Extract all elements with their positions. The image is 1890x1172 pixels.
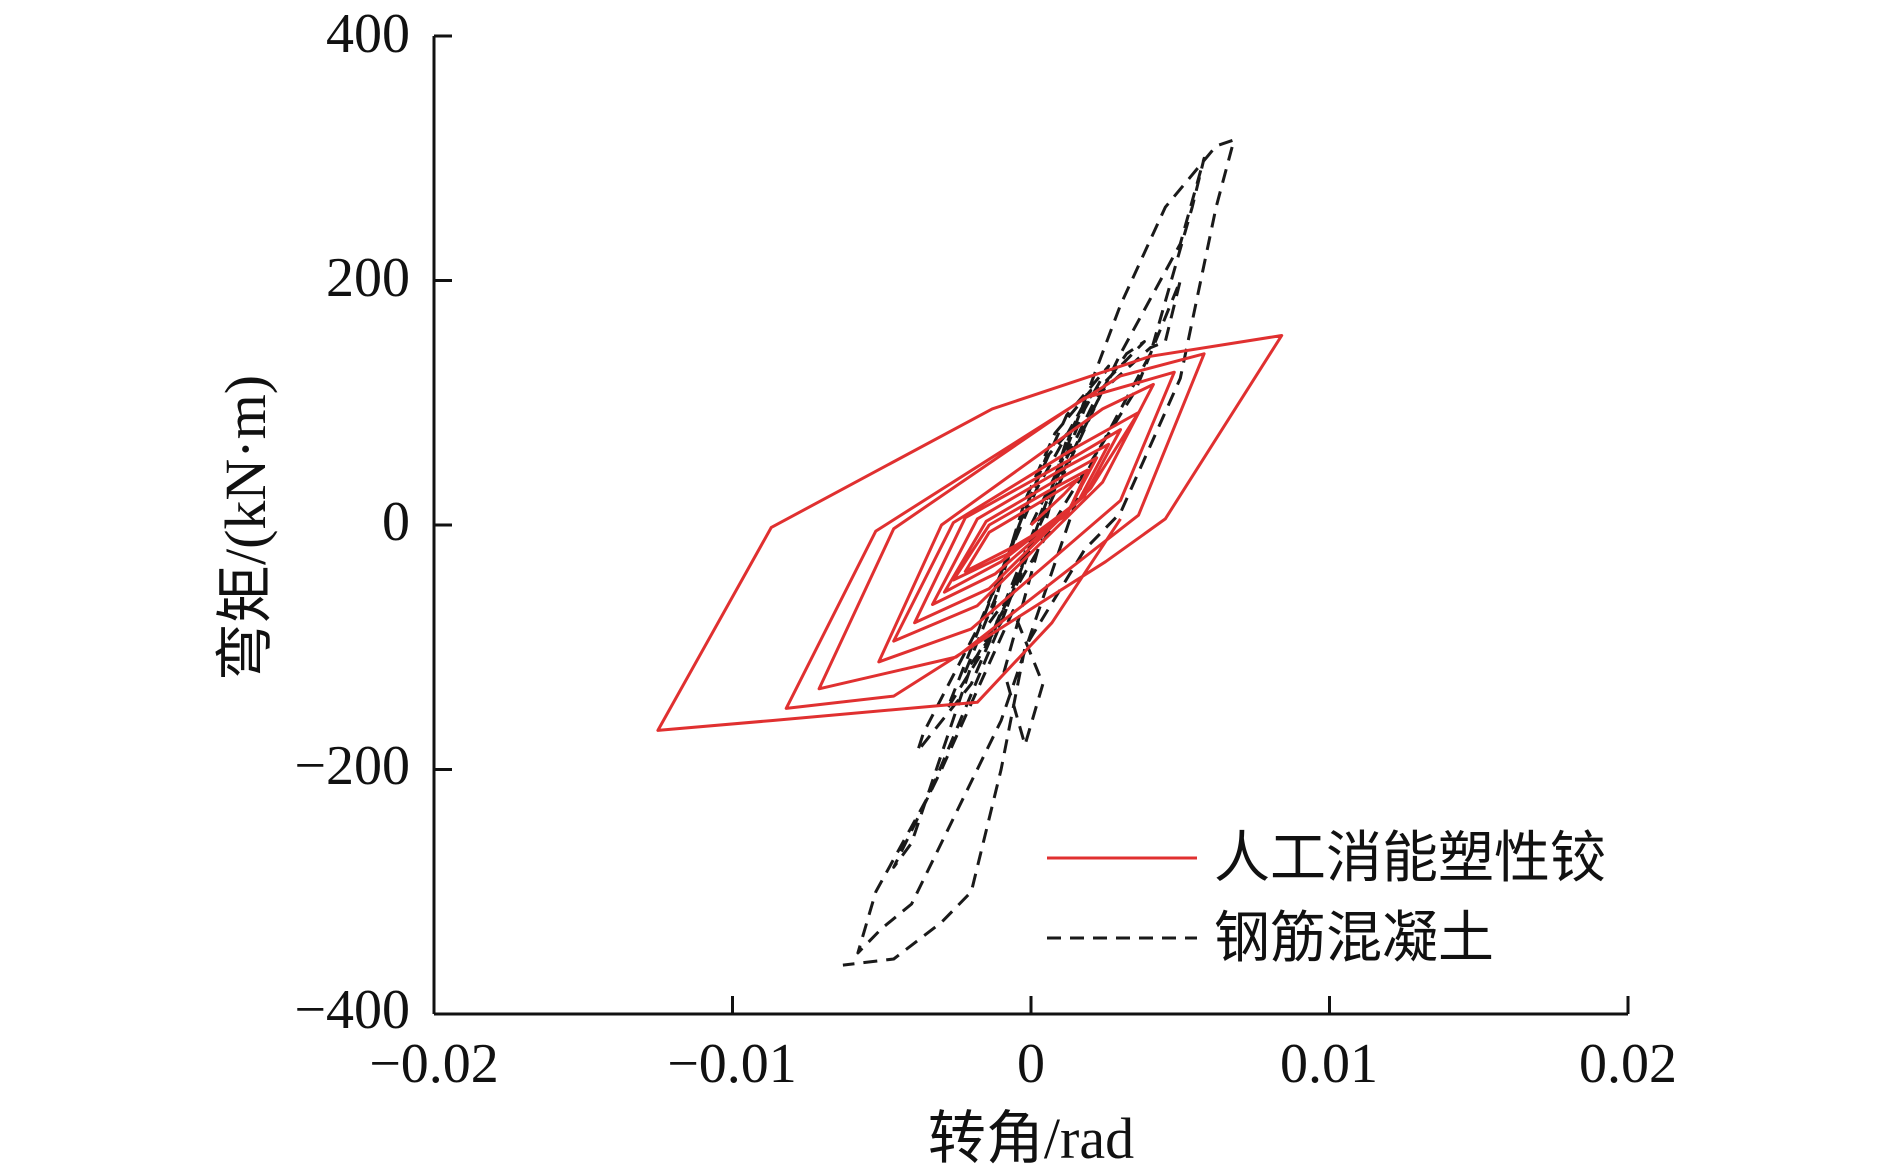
y-tick-label: 0 [382,491,410,553]
x-tick-label: −0.01 [667,1033,797,1095]
legend: 人工消能塑性铰 钢筋混凝土 [1047,828,1606,970]
legend-label-solid: 人工消能塑性铰 [1214,828,1606,890]
x-tick-label: 0.01 [1280,1033,1378,1095]
x-tick-label: 0.02 [1579,1033,1677,1095]
x-tick-labels: −0.02 −0.01 0 0.01 0.02 [369,1033,1677,1095]
x-axis-title: 转角/rad [928,1106,1134,1171]
y-tick-label: −400 [294,979,410,1041]
x-tick-label: 0 [1017,1033,1045,1095]
legend-label-dashed: 钢筋混凝土 [1214,908,1494,970]
y-tick-labels: 400 200 0 −200 −400 [294,3,410,1041]
series-line-solid [656,334,1284,732]
x-tick-label: −0.02 [369,1033,499,1095]
axes [432,34,1630,1016]
series-layer [656,138,1284,967]
series-line-dashed [842,138,1236,967]
y-axis-title: 弯矩/(kN·m) [213,375,278,681]
tick-marks [432,34,1630,1016]
y-tick-label: 400 [326,3,410,65]
y-tick-label: −200 [294,735,410,797]
y-tick-label: 200 [326,247,410,309]
